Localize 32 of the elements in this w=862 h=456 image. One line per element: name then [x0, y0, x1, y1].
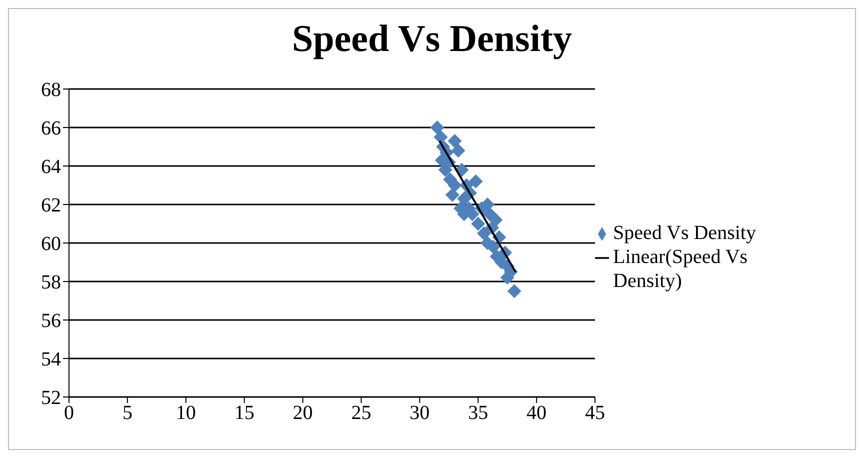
x-tick-label: 35: [468, 402, 488, 424]
chart-title: Speed Vs Density: [290, 17, 574, 62]
point: [476, 226, 491, 240]
point: [434, 130, 448, 144]
x-tick-label: 30: [410, 402, 430, 424]
point: [468, 174, 483, 188]
point: [488, 212, 503, 227]
y-tick-label: 60: [41, 233, 61, 256]
point: [471, 216, 486, 231]
point: [448, 134, 462, 148]
x-tick-label: 15: [234, 402, 254, 424]
y-tick-label: 64: [41, 156, 61, 178]
y-tick-label: 56: [41, 310, 61, 332]
legend-label: Speed Vs Density: [613, 221, 756, 245]
y-tick-label: 62: [41, 194, 61, 217]
y-tick-label: 58: [41, 272, 61, 294]
legend-label: Linear(Speed Vs Density): [613, 245, 749, 293]
x-tick-label: 10: [176, 402, 196, 424]
x-tick-label: 25: [351, 402, 372, 424]
point: [451, 144, 466, 158]
x-tick-label: 45: [585, 402, 605, 424]
y-tick-label: 66: [41, 118, 61, 140]
x-tick-label: 5: [122, 402, 132, 424]
y-tick-label: 54: [41, 348, 61, 371]
point: [507, 284, 522, 298]
y-tick-label: 52: [41, 387, 61, 410]
x-tick-label: 0: [64, 402, 74, 424]
point: [445, 188, 460, 202]
y-tick-label: 68: [41, 79, 61, 102]
point: [430, 120, 444, 134]
x-tick-label: 20: [292, 402, 313, 424]
x-tick-label: 40: [526, 402, 547, 424]
